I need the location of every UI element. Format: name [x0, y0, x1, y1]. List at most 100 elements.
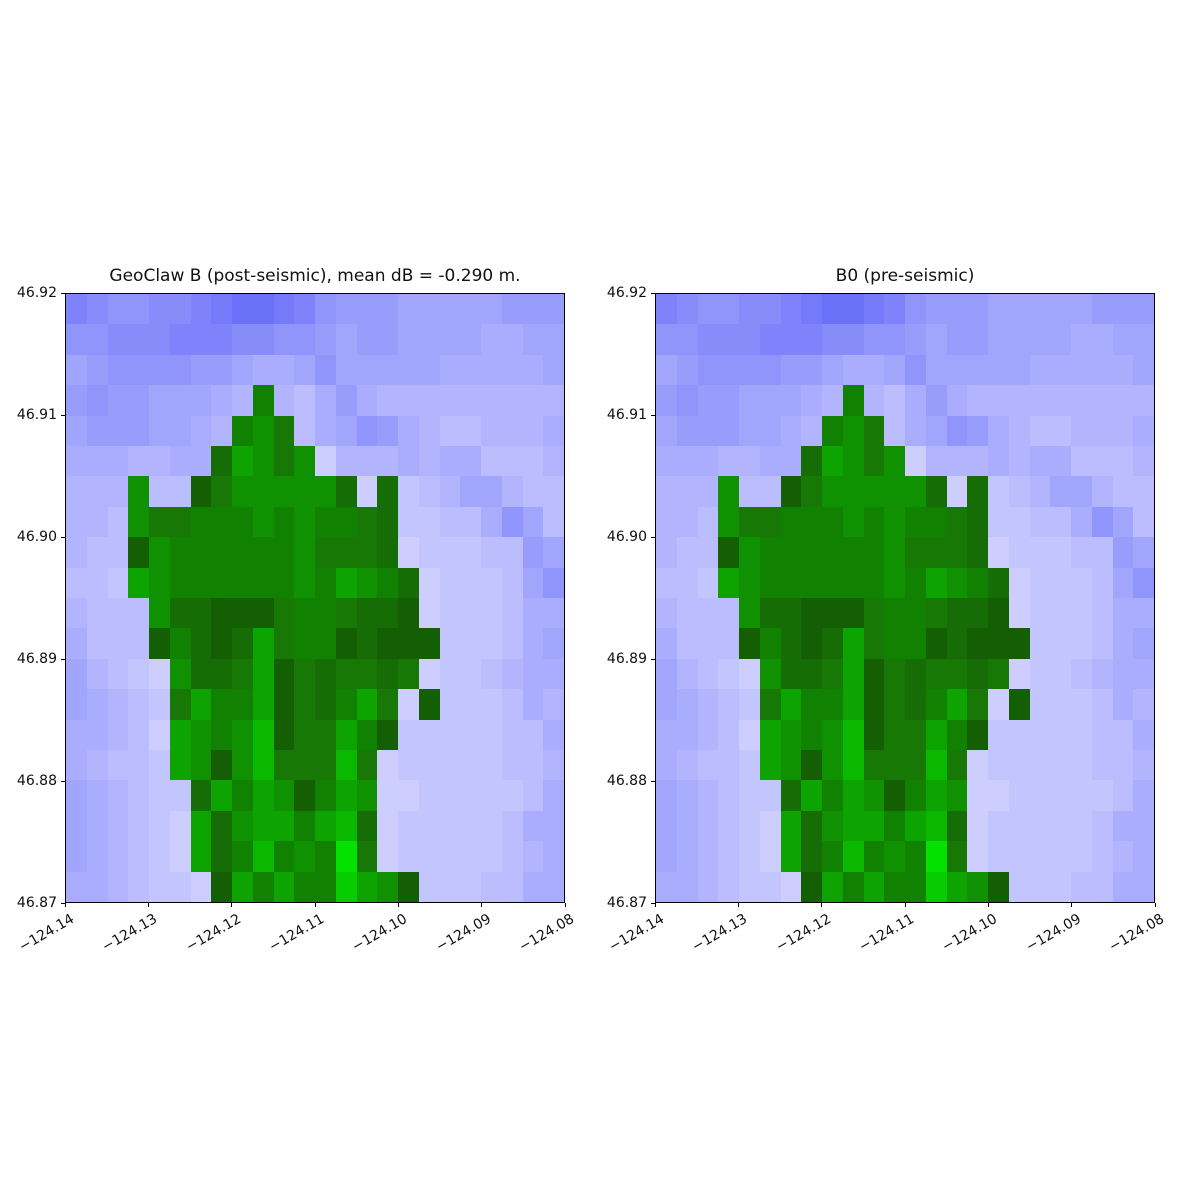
heatmap-cell	[522, 810, 544, 842]
heatmap-cell	[884, 445, 905, 477]
heatmap-cell	[522, 749, 544, 781]
heatmap-cell	[988, 354, 1009, 386]
heatmap-cell	[718, 445, 739, 477]
heatmap-cell	[460, 294, 481, 325]
heatmap-cell	[905, 658, 926, 690]
heatmap-cell	[884, 537, 905, 568]
heatmap-cell	[315, 810, 336, 842]
heatmap-cell	[439, 445, 461, 477]
heatmap-cell	[315, 628, 336, 659]
heatmap-cell	[801, 628, 822, 659]
heatmap-cell	[211, 689, 232, 720]
heatmap-cell	[801, 810, 822, 842]
heatmap-cell	[842, 324, 864, 355]
heatmap-cell	[107, 597, 129, 629]
heatmap-cell	[418, 385, 440, 416]
heatmap-cell	[460, 597, 481, 629]
heatmap-cell	[988, 537, 1009, 568]
heatmap-cell	[988, 780, 1009, 811]
heatmap-cell	[1071, 415, 1092, 446]
heatmap-cell	[988, 567, 1009, 598]
heatmap-cell	[1050, 506, 1071, 538]
heatmap-cell	[86, 719, 108, 750]
heatmap-cell	[739, 537, 760, 568]
heatmap-cell	[398, 719, 419, 750]
heatmap-cell	[543, 294, 564, 325]
heatmap-cell	[822, 749, 843, 781]
heatmap-cell	[543, 506, 564, 538]
heatmap-cell	[252, 597, 274, 629]
heatmap-cell	[377, 567, 398, 598]
heatmap-cell	[1071, 628, 1092, 659]
heatmap-cell	[863, 597, 885, 629]
heatmap-cell	[718, 354, 739, 386]
heatmap-cell	[1071, 324, 1092, 355]
heatmap-cell	[1050, 445, 1071, 477]
heatmap-cell	[439, 567, 461, 598]
heatmap-cell	[128, 294, 149, 325]
heatmap-cell	[232, 385, 253, 416]
heatmap-cell	[718, 476, 739, 507]
heatmap-cell	[252, 841, 274, 872]
heatmap-cell	[169, 415, 191, 446]
heatmap-cell	[543, 628, 564, 659]
heatmap-cell	[946, 476, 968, 507]
heatmap-cell	[128, 749, 149, 781]
heatmap-cell	[967, 628, 988, 659]
heatmap-cell	[169, 749, 191, 781]
x-tick-mark	[397, 903, 399, 907]
heatmap-cell	[335, 506, 357, 538]
heatmap-cell	[501, 506, 523, 538]
heatmap-cell	[294, 749, 315, 781]
heatmap-cell	[481, 354, 502, 386]
heatmap-cell	[718, 719, 739, 750]
heatmap-cell	[315, 780, 336, 811]
heatmap-cell	[86, 689, 108, 720]
heatmap-cell	[946, 719, 968, 750]
heatmap-cell	[1091, 476, 1113, 507]
heatmap-cell	[1071, 597, 1092, 629]
heatmap-cell	[780, 689, 802, 720]
x-tick-label: −124.12	[183, 911, 244, 956]
heatmap-cell	[801, 719, 822, 750]
x-tick-label: −124.14	[16, 911, 77, 956]
heatmap-cell	[780, 871, 802, 902]
heatmap-cell	[1008, 871, 1030, 902]
heatmap-cell	[822, 567, 843, 598]
heatmap-cell	[66, 841, 87, 872]
heatmap-cell	[801, 658, 822, 690]
heatmap-cell	[273, 476, 295, 507]
heatmap-cell	[439, 871, 461, 902]
heatmap-cell	[946, 841, 968, 872]
heatmap-cell	[273, 294, 295, 325]
heatmap-cell	[398, 354, 419, 386]
y-tick-mark	[61, 658, 65, 660]
heatmap-cell	[801, 445, 822, 477]
heatmap-cell	[905, 810, 926, 842]
heatmap-cell	[107, 658, 129, 690]
heatmap-cell	[398, 415, 419, 446]
heatmap-cell	[418, 415, 440, 446]
heatmap-cell	[759, 749, 781, 781]
heatmap-cell	[1133, 324, 1154, 355]
heatmap-cell	[1091, 780, 1113, 811]
heatmap-cell	[460, 445, 481, 477]
heatmap-cell	[252, 780, 274, 811]
heatmap-cell	[1091, 506, 1113, 538]
heatmap-cell	[1050, 354, 1071, 386]
heatmap-cell	[697, 354, 719, 386]
heatmap-cell	[1133, 445, 1154, 477]
heatmap-cell	[377, 780, 398, 811]
heatmap-cell	[925, 385, 947, 416]
heatmap-cell	[66, 385, 87, 416]
heatmap-cell	[211, 749, 232, 781]
heatmap-cell	[863, 810, 885, 842]
heatmap-cell	[252, 537, 274, 568]
heatmap-cell	[356, 567, 378, 598]
heatmap-cell	[501, 749, 523, 781]
heatmap-cell	[522, 658, 544, 690]
heatmap-cell	[273, 354, 295, 386]
heatmap-cell	[273, 810, 295, 842]
heatmap-cell	[356, 689, 378, 720]
heatmap-cell	[107, 689, 129, 720]
